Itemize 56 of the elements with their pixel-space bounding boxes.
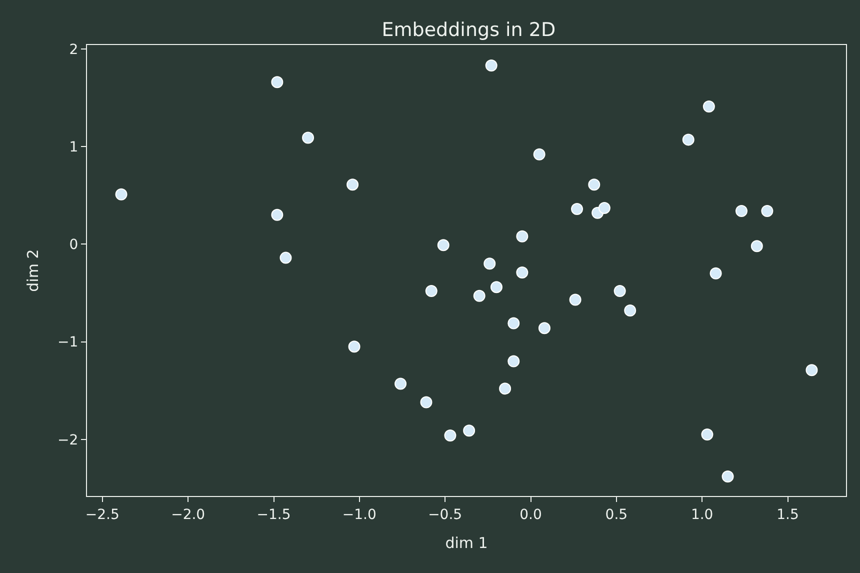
y-tick-label: 0 bbox=[69, 237, 78, 254]
point bbox=[701, 428, 714, 440]
point bbox=[750, 240, 763, 252]
point bbox=[348, 340, 360, 353]
x-axis-title: dim 1 bbox=[445, 534, 488, 552]
x-tick-label: −0.5 bbox=[428, 506, 462, 523]
point bbox=[280, 252, 292, 264]
point bbox=[614, 285, 626, 297]
point bbox=[463, 424, 476, 437]
point bbox=[588, 178, 600, 191]
point bbox=[271, 76, 284, 88]
point bbox=[444, 429, 456, 442]
y-tick-label: 1 bbox=[69, 139, 78, 156]
y-tick-label: −2 bbox=[58, 432, 78, 448]
y-tick-label: 2 bbox=[69, 42, 78, 58]
point bbox=[710, 267, 722, 280]
point bbox=[508, 317, 520, 330]
x-tick-label: −2.5 bbox=[85, 506, 120, 523]
point bbox=[425, 285, 438, 297]
point bbox=[806, 364, 818, 376]
point bbox=[516, 266, 528, 278]
point bbox=[533, 148, 546, 160]
x-tick-label: −1.0 bbox=[342, 506, 376, 523]
point bbox=[437, 239, 450, 252]
x-tick-label: 0.0 bbox=[520, 506, 542, 523]
x-tick-label: −1.5 bbox=[256, 506, 291, 523]
point bbox=[271, 208, 284, 221]
chart-title: Embeddings in 2D bbox=[382, 19, 556, 42]
point bbox=[485, 60, 498, 72]
point bbox=[420, 396, 432, 408]
point bbox=[346, 178, 359, 191]
point bbox=[302, 132, 314, 144]
point bbox=[761, 204, 774, 217]
x-tick-label: 1.0 bbox=[690, 506, 714, 523]
point bbox=[394, 378, 407, 390]
point bbox=[735, 204, 748, 217]
point bbox=[682, 134, 694, 146]
point bbox=[702, 100, 715, 112]
y-tick-label: −1 bbox=[58, 334, 78, 351]
point bbox=[490, 281, 502, 294]
x-tick-label: 0.5 bbox=[605, 506, 628, 523]
point bbox=[571, 203, 584, 215]
point bbox=[473, 290, 486, 302]
point bbox=[569, 294, 582, 306]
point bbox=[115, 188, 128, 200]
point bbox=[484, 258, 496, 270]
point bbox=[722, 470, 734, 482]
point bbox=[499, 382, 512, 395]
x-tick-label: −2.0 bbox=[171, 506, 206, 523]
point bbox=[508, 355, 520, 368]
point bbox=[538, 322, 550, 334]
x-tick-label: 1.5 bbox=[776, 506, 799, 523]
point bbox=[516, 230, 528, 242]
point bbox=[598, 202, 610, 214]
y-axis-title: dim 2 bbox=[24, 249, 42, 292]
point bbox=[624, 304, 636, 317]
